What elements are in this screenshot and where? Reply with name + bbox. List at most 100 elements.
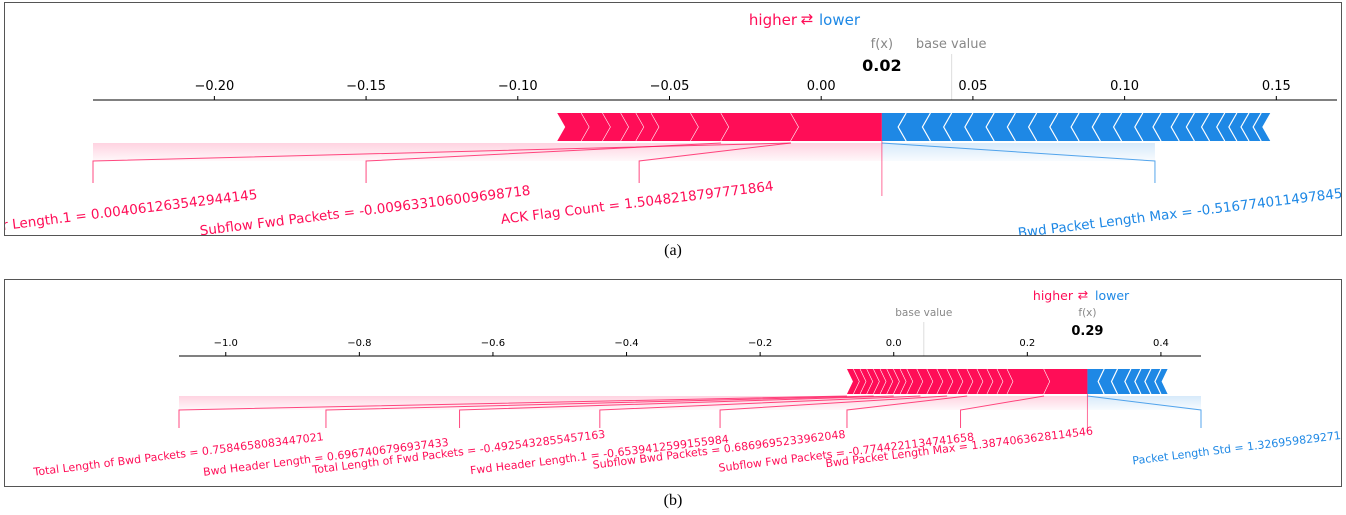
negative-bar-divider bbox=[1144, 368, 1152, 395]
negative-bar-segment bbox=[1153, 113, 1180, 141]
x-tick-label: 0.00 bbox=[807, 79, 836, 94]
feature-connector-negative bbox=[1087, 395, 1202, 428]
positive-bar-segment bbox=[602, 113, 629, 141]
negative-bar-segment bbox=[1134, 369, 1151, 394]
feature-connector-positive bbox=[846, 395, 968, 428]
negative-bar-divider bbox=[1124, 368, 1132, 395]
positive-shade bbox=[179, 396, 1088, 410]
negative-bar-divider bbox=[1170, 112, 1180, 142]
positive-bar-segment bbox=[927, 369, 944, 394]
negative-bar-segment bbox=[1201, 113, 1225, 141]
feature-label-negative: Bwd Packet Length Max = -0.5167740114978… bbox=[1017, 185, 1341, 235]
negative-bar-segment bbox=[964, 113, 995, 141]
negative-bar-divider bbox=[1134, 112, 1144, 142]
feature-connector-negative bbox=[881, 142, 1156, 183]
caption-a: (a) bbox=[664, 242, 682, 259]
negative-bar-divider bbox=[964, 112, 974, 142]
positive-bar-segment bbox=[957, 369, 974, 394]
negative-bar-segment bbox=[1186, 113, 1210, 141]
positive-bar-segment bbox=[947, 369, 964, 394]
negative-bar-segment bbox=[881, 113, 907, 141]
positive-bar-segment bbox=[977, 369, 994, 394]
negative-bar-divider bbox=[897, 112, 907, 142]
negative-bar-divider bbox=[1091, 112, 1101, 142]
x-tick-label: −0.4 bbox=[614, 338, 638, 349]
negative-bar-divider bbox=[1112, 112, 1123, 142]
positive-bar-segment bbox=[967, 369, 984, 394]
feature-connector-positive bbox=[459, 395, 894, 428]
positive-bar-segment bbox=[721, 113, 799, 141]
positive-bar-segment bbox=[690, 113, 730, 141]
negative-bar-segment bbox=[1134, 113, 1162, 141]
legend-lower: lower bbox=[1095, 288, 1130, 303]
feature-connector-positive bbox=[638, 142, 791, 183]
negative-bar-divider bbox=[1134, 368, 1142, 395]
legend: higher ⇄ lower bbox=[1033, 287, 1130, 303]
fx-value: 0.02 bbox=[862, 56, 901, 75]
negative-bar-divider bbox=[921, 112, 931, 142]
x-tick-label: −0.2 bbox=[748, 338, 772, 349]
fx-value: 0.29 bbox=[1071, 324, 1103, 339]
negative-bar-divider bbox=[1097, 368, 1105, 395]
negative-bar-divider bbox=[1200, 112, 1211, 142]
negative-bar-segment bbox=[1092, 113, 1122, 141]
caption-b: (b) bbox=[663, 492, 683, 509]
negative-bar-segment bbox=[922, 113, 952, 141]
x-tick-label: 0.15 bbox=[1262, 79, 1291, 94]
positive-bar-segment bbox=[790, 113, 882, 141]
negative-bar-divider bbox=[1240, 112, 1250, 142]
x-tick-label: −0.10 bbox=[498, 79, 538, 94]
feature-connector-positive bbox=[365, 142, 722, 183]
positive-bar-segment bbox=[1044, 369, 1088, 394]
negative-bar-divider bbox=[942, 112, 953, 142]
feature-connector-positive bbox=[960, 395, 1045, 428]
feature-connector-positive bbox=[92, 142, 791, 183]
negative-bar-divider bbox=[1228, 112, 1238, 142]
feature-connector-positive bbox=[599, 395, 921, 428]
x-tick-label: −0.05 bbox=[650, 79, 690, 94]
negative-bar-segment bbox=[1216, 113, 1237, 141]
x-tick-label: 0.0 bbox=[886, 338, 902, 349]
base-value-label: base value bbox=[895, 307, 952, 319]
positive-bar-segment bbox=[636, 113, 660, 141]
positive-shade bbox=[93, 143, 882, 161]
negative-bar-divider bbox=[1006, 112, 1016, 142]
force-plot-a-svg: higher ⇄ lower f(x) 0.02 base value −0.20 −0.15… bbox=[5, 10, 1341, 235]
positive-bar-segment bbox=[651, 113, 699, 141]
positive-bar-segment bbox=[997, 369, 1014, 394]
x-tick-label: 0.2 bbox=[1019, 338, 1035, 349]
x-tick-label: 0.4 bbox=[1153, 338, 1169, 349]
fx-label: f(x) bbox=[871, 37, 893, 52]
legend-lower: lower bbox=[819, 11, 861, 29]
negative-bar-divider bbox=[1049, 112, 1059, 142]
force-plot-b-svg: higher ⇄ lower f(x) 0.29 base value −1.0 −0.8 −0… bbox=[32, 287, 1341, 479]
fx-label: f(x) bbox=[1078, 307, 1096, 319]
positive-bar-segment bbox=[907, 369, 924, 394]
negative-bar-segment bbox=[1144, 369, 1161, 394]
x-tick-label: 0.10 bbox=[1110, 79, 1139, 94]
negative-bar-segment bbox=[1228, 113, 1250, 141]
negative-bar-segment bbox=[1098, 369, 1118, 394]
negative-bar-segment bbox=[1071, 113, 1101, 141]
negative-bar-segment bbox=[1028, 113, 1058, 141]
negative-bar-divider bbox=[1027, 112, 1038, 142]
base-value-label: base value bbox=[916, 37, 987, 52]
x-tick-label: −1.0 bbox=[214, 338, 238, 349]
negative-bar-segment bbox=[986, 113, 1016, 141]
positive-bar-segment bbox=[620, 113, 645, 141]
feature-connector-positive bbox=[719, 395, 948, 428]
negative-bar-segment bbox=[1049, 113, 1080, 141]
negative-bar-segment bbox=[1171, 113, 1195, 141]
negative-bar-divider bbox=[1152, 112, 1162, 142]
negative-bar-segment bbox=[1111, 369, 1131, 394]
force-plot-b: higher ⇄ lower f(x) 0.29 base value −1.0 −0.8 −0… bbox=[4, 279, 1342, 487]
positive-bar-segment bbox=[557, 113, 590, 141]
legend-higher: higher bbox=[1033, 288, 1074, 303]
positive-bar-segment bbox=[917, 369, 934, 394]
negative-bar-segment bbox=[943, 113, 973, 141]
positive-bar-segment bbox=[987, 369, 1004, 394]
negative-bar-segment bbox=[1007, 113, 1037, 141]
legend: higher ⇄ lower bbox=[749, 10, 861, 29]
negative-bar-divider bbox=[985, 112, 995, 142]
negative-bar-divider bbox=[1154, 368, 1162, 395]
